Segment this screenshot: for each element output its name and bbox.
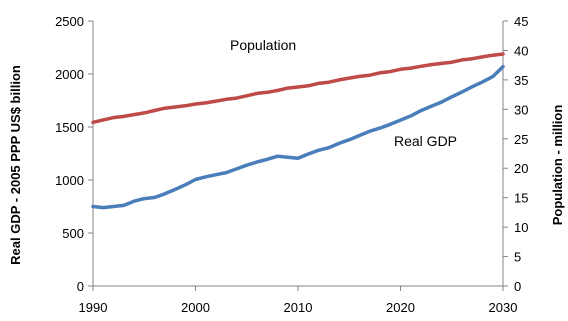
y-axis-title-left: Real GDP - 2005 PPP US$ billion [8, 65, 23, 265]
y-tick-label: 500 [62, 226, 84, 241]
annotation-population: Population [230, 37, 296, 53]
y2-tick-label: 30 [514, 102, 528, 117]
x-tick-label: 1990 [79, 300, 108, 315]
x-tick-label: 2010 [284, 300, 313, 315]
y-tick-label: 2000 [55, 67, 84, 82]
y2-tick-label: 15 [514, 191, 528, 206]
annotation-real-gdp: Real GDP [394, 133, 457, 149]
y2-tick-label: 40 [514, 43, 528, 58]
y2-tick-label: 0 [514, 279, 521, 294]
series-line-real-gdp [91, 64, 505, 210]
y2-tick-label: 10 [514, 220, 528, 235]
y-axis-title-right: Population - million [550, 105, 565, 226]
y2-tick-label: 45 [514, 14, 528, 29]
x-tick-label: 2000 [181, 300, 210, 315]
y2-tick-label: 20 [514, 161, 528, 176]
series-line-population [91, 52, 505, 125]
y2-tick-label: 35 [514, 73, 528, 88]
y-tick-label: 0 [77, 279, 84, 294]
y-tick-label: 1000 [55, 173, 84, 188]
x-tick-label: 2020 [386, 300, 415, 315]
tick-labels: 0 500 1000 1500 2000 2500 0 5 10 15 20 25 30 35 40 45 19… [55, 14, 528, 315]
y2-tick-label: 25 [514, 132, 528, 147]
y-tick-label: 1500 [55, 120, 84, 135]
x-tick-label: 2030 [489, 300, 518, 315]
y2-tick-label: 5 [514, 250, 521, 265]
series-lines [91, 52, 505, 210]
y-tick-label: 2500 [55, 14, 84, 29]
